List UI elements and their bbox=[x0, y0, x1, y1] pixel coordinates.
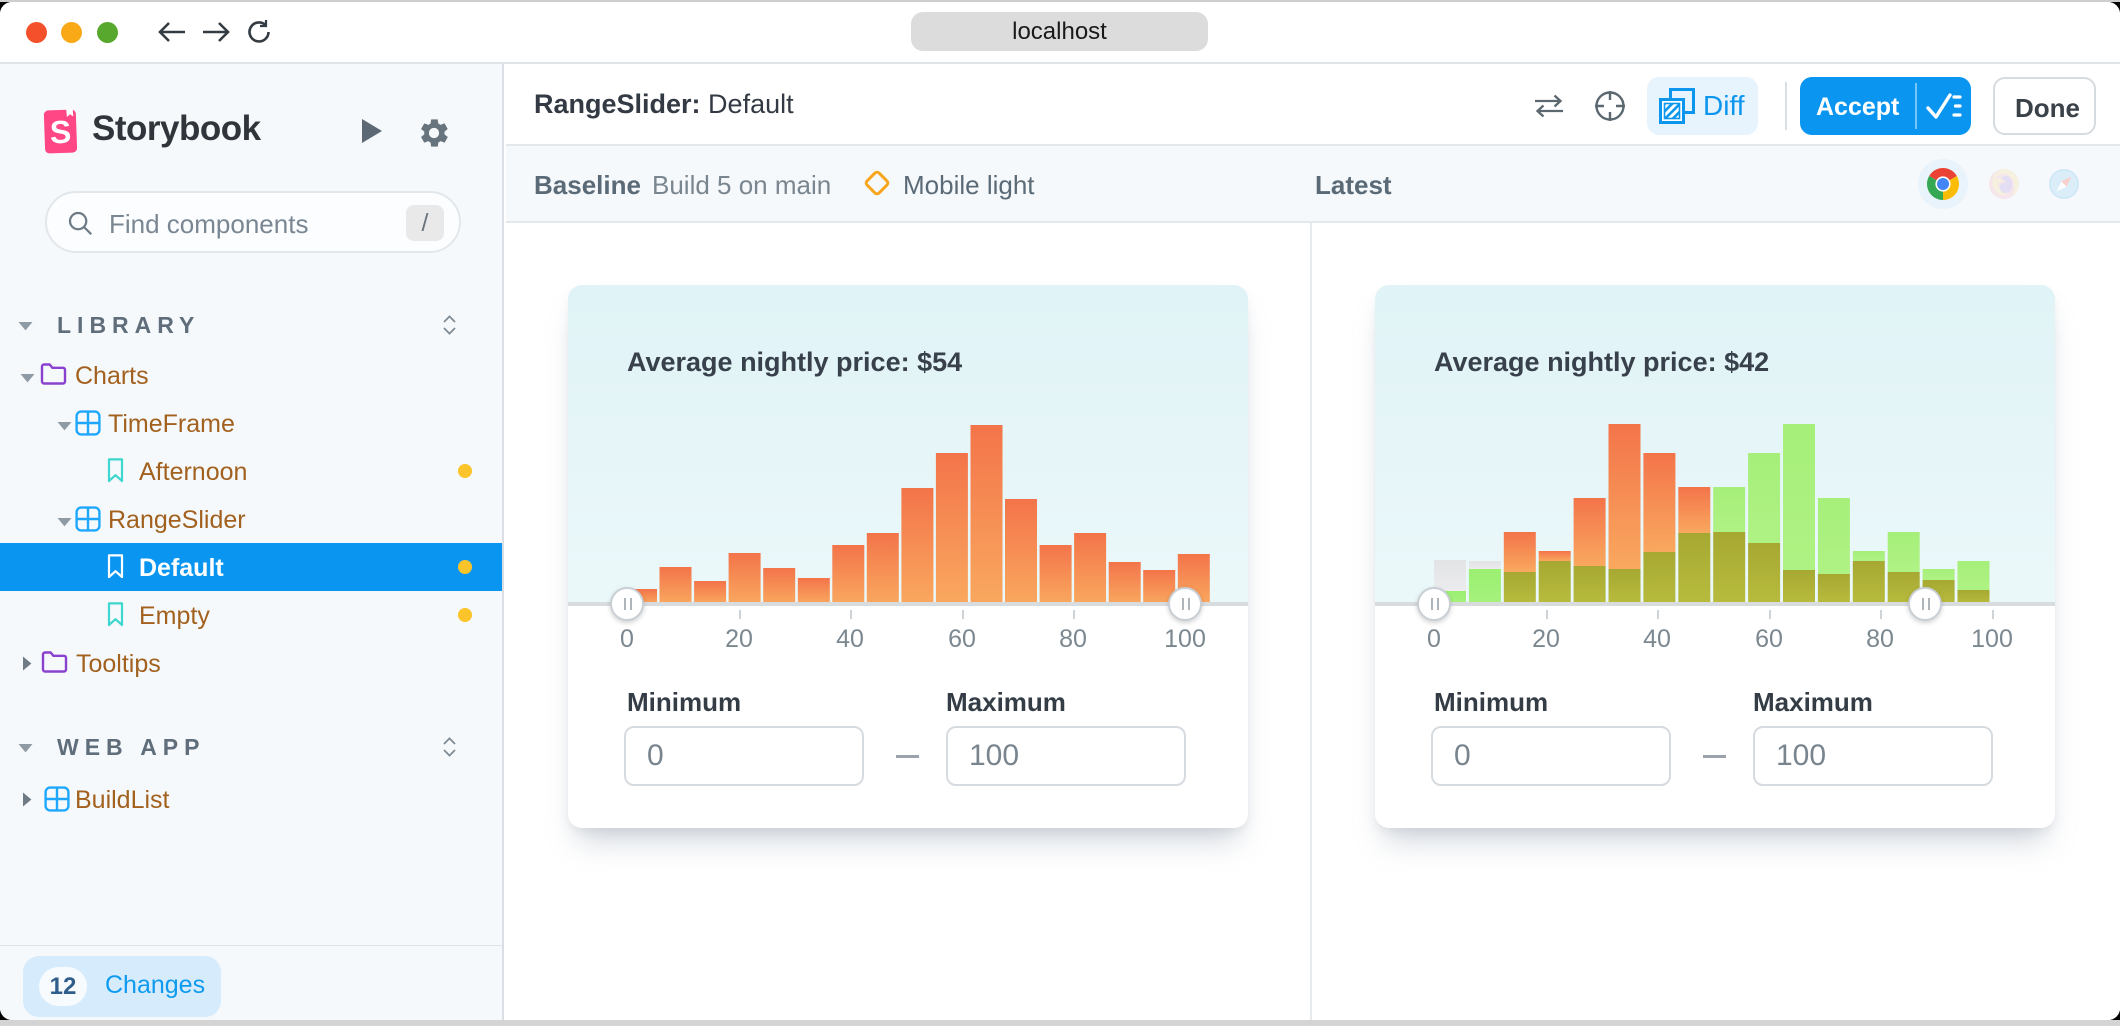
svg-text:S: S bbox=[49, 114, 72, 151]
